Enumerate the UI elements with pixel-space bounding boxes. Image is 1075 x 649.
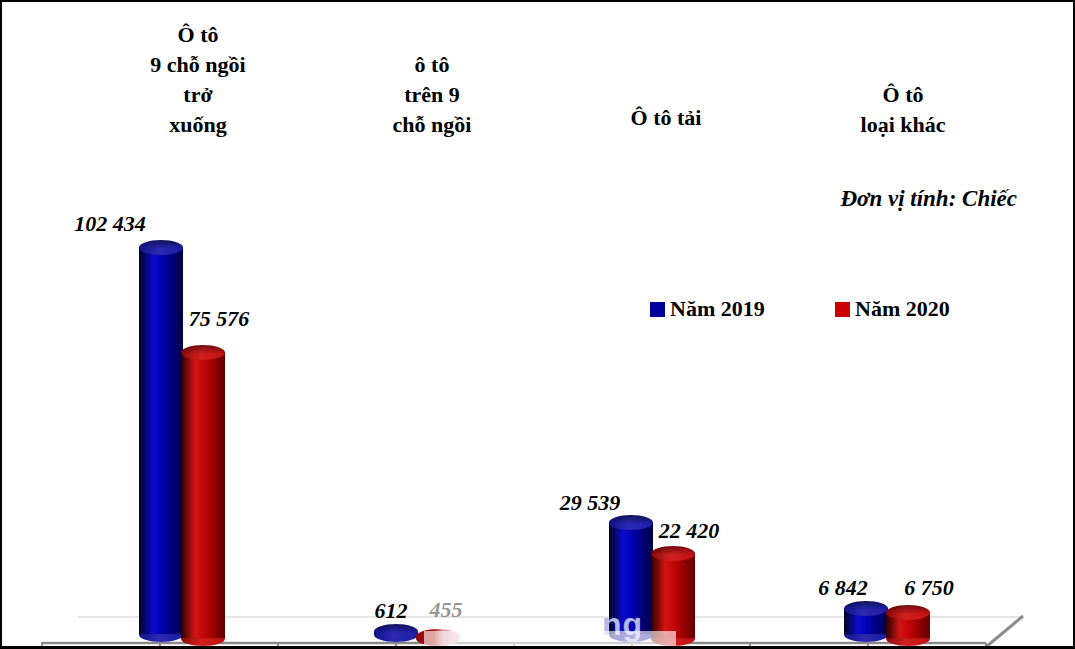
watermark-strip bbox=[424, 631, 676, 649]
legend-item-2020: Năm 2020 bbox=[835, 296, 950, 322]
cylinder-top-cap bbox=[139, 240, 183, 255]
legend-label-2019: Năm 2019 bbox=[670, 296, 765, 322]
chart-canvas: Ô tô9 chỗ ngồitrởxuốngô tôtrên 9chỗ ngồi… bbox=[0, 0, 1075, 649]
category-label-3: Ô tô tải bbox=[556, 103, 776, 133]
category-label-1: Ô tô9 chỗ ngồitrởxuống bbox=[88, 20, 308, 140]
cylinder-body bbox=[181, 352, 225, 638]
value-label-Năm2019-cat1: 102 434 bbox=[64, 211, 156, 237]
value-label-Năm2019-cat4: 6 842 bbox=[801, 575, 885, 601]
legend-item-2019: Năm 2019 bbox=[650, 296, 765, 322]
value-label-Năm2020-cat4: 6 750 bbox=[887, 575, 971, 601]
cylinder-body bbox=[651, 553, 695, 638]
cylinder-top-cap bbox=[886, 605, 930, 620]
legend-swatch-2020 bbox=[835, 302, 850, 317]
cylinder-top-cap bbox=[651, 546, 695, 561]
legend: Năm 2019 Năm 2020 bbox=[2, 296, 1075, 320]
cylinder-top-cap bbox=[181, 345, 225, 360]
category-label-4: Ô tôloại khác bbox=[793, 80, 1013, 140]
unit-note: Đơn vị tính: Chiếc bbox=[762, 186, 1017, 212]
value-label-Năm2019-cat3: 29 539 bbox=[548, 490, 632, 516]
cylinder-top-cap bbox=[844, 601, 888, 616]
legend-label-2020: Năm 2020 bbox=[855, 296, 950, 322]
category-label-2: ô tôtrên 9chỗ ngồi bbox=[322, 50, 542, 140]
floor-right-edge bbox=[986, 616, 1023, 647]
value-label-Năm2020-cat2: 455 bbox=[414, 597, 478, 623]
legend-swatch-2019 bbox=[650, 302, 665, 317]
value-label-Năm2020-cat3: 22 420 bbox=[647, 518, 731, 544]
